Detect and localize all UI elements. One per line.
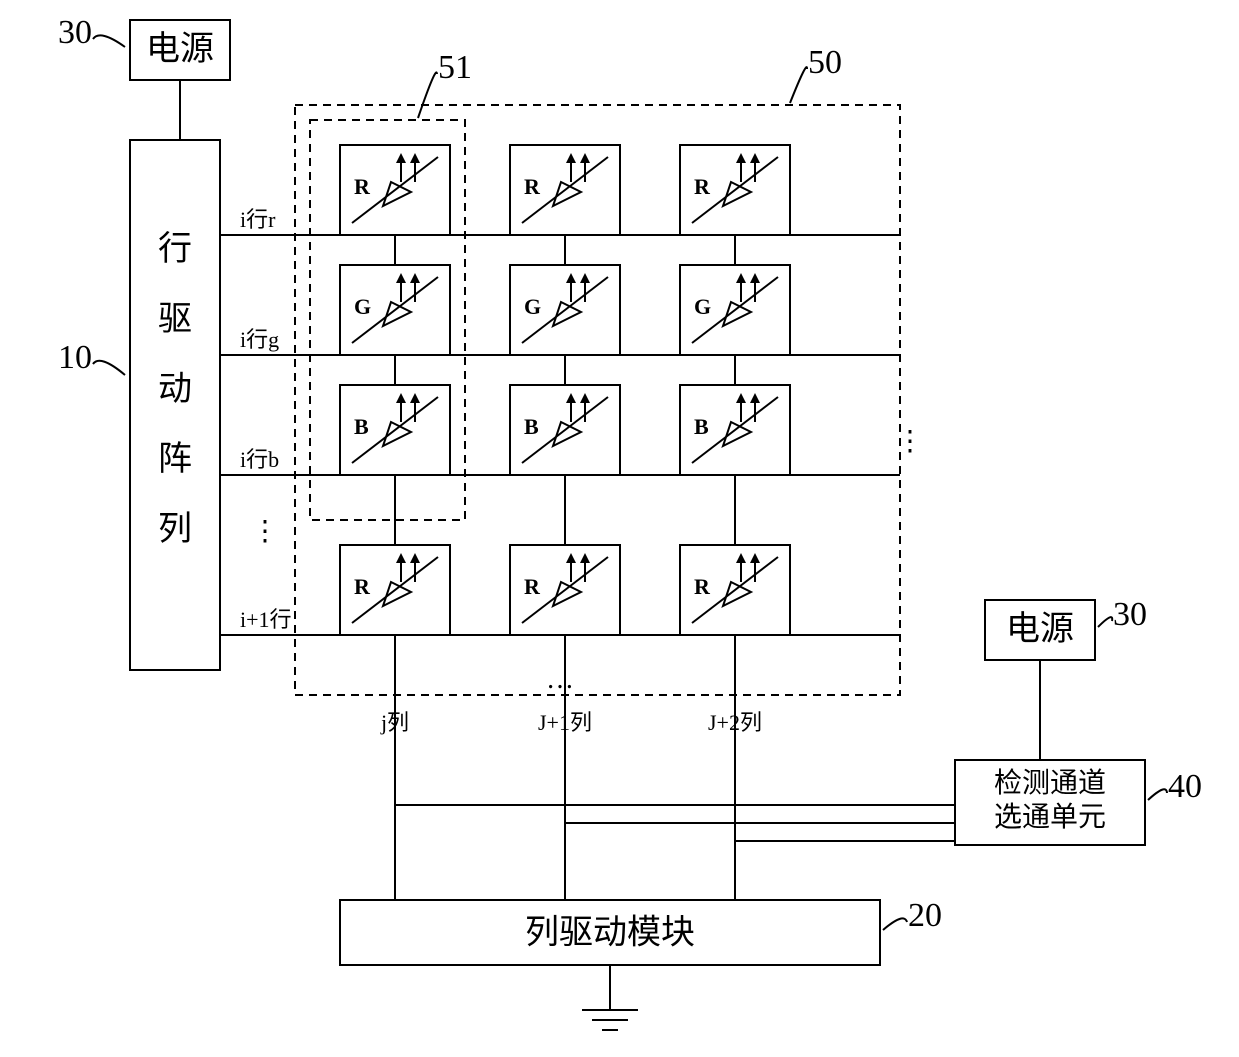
led-letter: R [354,574,371,599]
led-cell-r3-c2: R [680,545,790,635]
row-driver-char-4: 列 [158,511,192,548]
ref-40-ref: 40 [1168,768,1202,805]
ref-51-leader [418,72,437,118]
diagram-canvas: R R R G G G B B B R R Ri行r i行g i行b i+1行 j列 J+1列 J+2列 … ⋮ ⋮ 电源… [0,0,1239,1057]
led-letter: G [354,294,371,319]
led-cell-r3-c0: R [340,545,450,635]
det-sel-label-0: 检测通道 [994,767,1106,799]
row-driver-char-3: 阵 [158,440,192,478]
led-letter: R [524,574,541,599]
led-letter: G [524,294,541,319]
led-cell-r2-c1: B [510,385,620,475]
led-letter: B [524,414,539,439]
ref-51-ref: 51 [438,49,472,86]
led-letter: B [354,414,369,439]
power-top-label: 电源 [146,30,214,68]
led-cell-r1-c2: G [680,265,790,355]
row-label-3: i+1行 [240,607,292,632]
ref-30b-leader [1098,617,1112,627]
led-letter: R [354,174,371,199]
row-driver-char-0: 行 [158,230,192,268]
led-cell-r1-c1: G [510,265,620,355]
col-label-0: j列 [380,710,409,735]
det-sel-label-1: 选通单元 [994,801,1106,833]
row-label-1: i行g [240,327,279,352]
ref-10-leader [93,361,125,375]
led-cell-r0-c2: R [680,145,790,235]
led-cell-r2-c0: B [340,385,450,475]
h-ellipsis: … [546,664,574,695]
led-letter: R [694,574,711,599]
power-right-label: 电源 [1006,610,1074,648]
led-cell-r2-c2: B [680,385,790,475]
ref-30a-ref: 30 [58,14,92,51]
row-driver-char-1: 驱 [158,301,192,338]
led-letter: B [694,414,709,439]
led-cell-r0-c0: R [340,145,450,235]
row-ellipsis: ⋮ [251,516,279,547]
row-label-2: i行b [240,447,279,472]
col-driver-label: 列驱动模块 [525,914,695,952]
ref-30b-ref: 30 [1113,596,1147,633]
col-label-2: J+2列 [708,710,762,735]
ref-30a-leader [93,35,125,47]
ref-10-ref: 10 [58,339,92,376]
ref-50-leader [790,67,807,103]
ref-20-ref: 20 [908,897,942,934]
col-label-1: J+1列 [538,710,592,735]
ref-40-leader [1148,789,1167,800]
ref-20-leader [883,918,907,930]
row-driver-char-2: 动 [158,371,192,408]
led-cell-r1-c0: G [340,265,450,355]
v-ellipsis: ⋮ [896,426,924,457]
ref-50-ref: 50 [808,44,842,81]
led-cell-r3-c1: R [510,545,620,635]
led-letter: R [694,174,711,199]
led-cell-r0-c1: R [510,145,620,235]
row-label-0: i行r [240,207,276,232]
led-letter: G [694,294,711,319]
led-letter: R [524,174,541,199]
